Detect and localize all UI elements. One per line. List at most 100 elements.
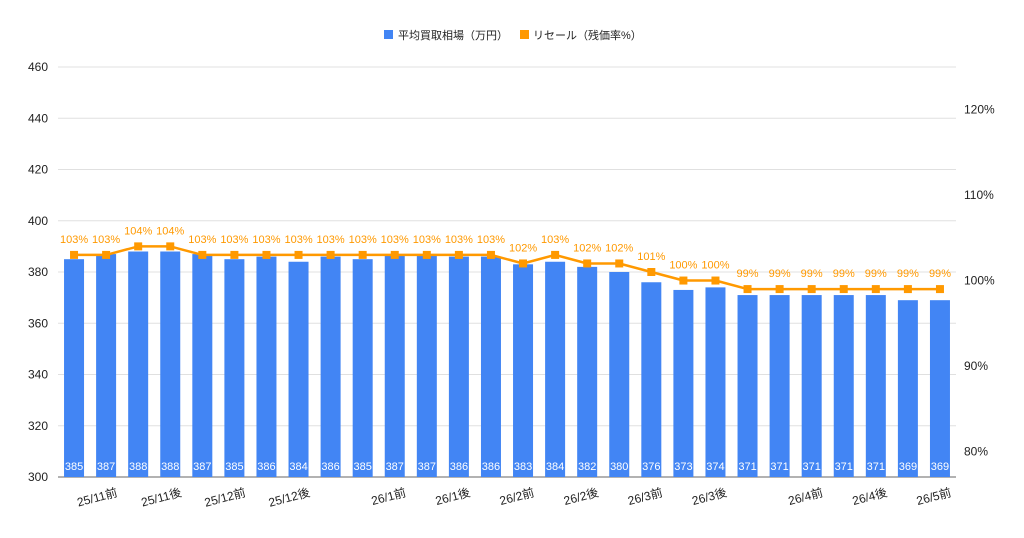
bar-data-label: 371 xyxy=(802,461,820,473)
data-label-unit: % xyxy=(781,268,791,280)
y2-axis-tick-label: 120% xyxy=(964,103,995,117)
line-point xyxy=(903,285,912,294)
bar xyxy=(577,266,598,477)
line-data-label: 101% xyxy=(637,251,665,263)
data-label-unit: % xyxy=(271,234,281,246)
data-label-value: 103 xyxy=(477,234,495,246)
line-data-label: 103% xyxy=(445,234,473,246)
line-point xyxy=(390,250,399,259)
data-label-value: 103 xyxy=(188,234,206,246)
line-data-label: 103% xyxy=(284,234,312,246)
bar xyxy=(705,287,726,477)
line-data-label: 99% xyxy=(929,268,951,280)
bar-data-label: 388 xyxy=(161,461,179,473)
tick-unit: % xyxy=(984,274,995,288)
bar xyxy=(352,259,373,477)
data-label-value: 101 xyxy=(637,251,655,263)
bar xyxy=(448,256,469,477)
y-axis-tick-label: 400 xyxy=(28,214,48,228)
tick-unit: % xyxy=(984,103,995,117)
bar-data-label: 382 xyxy=(578,461,596,473)
bar xyxy=(384,254,405,477)
bar-data-label: 388 xyxy=(129,461,147,473)
data-label-value: 102 xyxy=(605,242,623,254)
line-data-label: 103% xyxy=(413,234,441,246)
bar xyxy=(833,295,854,477)
legend-label-bar: 平均買取相場（万円） xyxy=(398,29,508,42)
bar-data-label: 386 xyxy=(482,461,500,473)
data-label-value: 104 xyxy=(156,225,174,237)
line-data-label: 103% xyxy=(349,234,377,246)
bar-data-label: 376 xyxy=(642,461,660,473)
tick-unit: % xyxy=(983,188,994,202)
data-label-unit: % xyxy=(399,234,409,246)
bar-data-label: 371 xyxy=(867,461,885,473)
data-label-unit: % xyxy=(431,234,441,246)
line-point xyxy=(454,250,463,259)
bar-data-label: 386 xyxy=(321,461,339,473)
line-point xyxy=(166,242,175,251)
tick-value: 110 xyxy=(964,188,983,202)
bar xyxy=(192,254,213,477)
bar xyxy=(288,261,309,477)
bar-data-label: 387 xyxy=(386,461,404,473)
data-label-value: 102 xyxy=(509,242,527,254)
bar-data-label: 385 xyxy=(225,461,243,473)
y-axis-tick-label: 380 xyxy=(28,265,48,279)
bar xyxy=(256,256,277,477)
bar xyxy=(160,251,181,477)
data-label-unit: % xyxy=(175,225,185,237)
line-data-label: 103% xyxy=(252,234,280,246)
data-label-value: 100 xyxy=(701,260,719,272)
tick-value: 120 xyxy=(964,103,984,117)
data-label-unit: % xyxy=(110,234,120,246)
line-data-label: 99% xyxy=(865,268,887,280)
bar xyxy=(480,256,501,477)
line-data-label: 100% xyxy=(701,260,729,272)
data-label-value: 99 xyxy=(801,268,813,280)
bar xyxy=(64,259,85,477)
line-data-label: 103% xyxy=(188,234,216,246)
bar-data-label: 387 xyxy=(418,461,436,473)
bar xyxy=(128,251,149,477)
bar xyxy=(609,272,630,477)
bar xyxy=(641,282,662,477)
data-label-unit: % xyxy=(303,234,313,246)
legend-label-line: リセール（残価率%） xyxy=(533,28,642,42)
line-point xyxy=(358,250,367,259)
tick-unit: % xyxy=(977,359,988,373)
data-label-unit: % xyxy=(845,268,855,280)
data-label-unit: % xyxy=(624,242,634,254)
line-point xyxy=(422,250,431,259)
tick-unit: % xyxy=(977,444,988,458)
data-label-value: 103 xyxy=(413,234,431,246)
data-label-unit: % xyxy=(367,234,377,246)
bar-data-label: 374 xyxy=(706,461,724,473)
bar xyxy=(545,261,566,477)
bar-data-label: 380 xyxy=(610,461,628,473)
data-label-value: 103 xyxy=(252,234,270,246)
line-point xyxy=(743,285,752,294)
line-point xyxy=(70,250,79,259)
series-line xyxy=(74,245,940,291)
data-label-value: 100 xyxy=(669,260,687,272)
y-axis-tick-label: 460 xyxy=(28,60,48,74)
line-point xyxy=(230,250,239,259)
data-label-value: 103 xyxy=(60,234,78,246)
data-label-value: 103 xyxy=(349,234,367,246)
tick-value: 90 xyxy=(964,359,978,373)
line-point xyxy=(807,285,816,294)
line-point xyxy=(486,250,495,259)
bar xyxy=(513,264,534,477)
line-data-label: 104% xyxy=(156,225,184,237)
data-label-unit: % xyxy=(527,242,537,254)
line-point xyxy=(102,250,111,259)
line-data-label: 103% xyxy=(381,234,409,246)
y-axis-tick-label: 320 xyxy=(28,419,48,433)
bar-data-label: 371 xyxy=(835,461,853,473)
data-label-value: 99 xyxy=(769,268,781,280)
data-label-value: 103 xyxy=(284,234,302,246)
bar-data-label: 384 xyxy=(289,461,307,473)
line-point xyxy=(679,276,688,285)
